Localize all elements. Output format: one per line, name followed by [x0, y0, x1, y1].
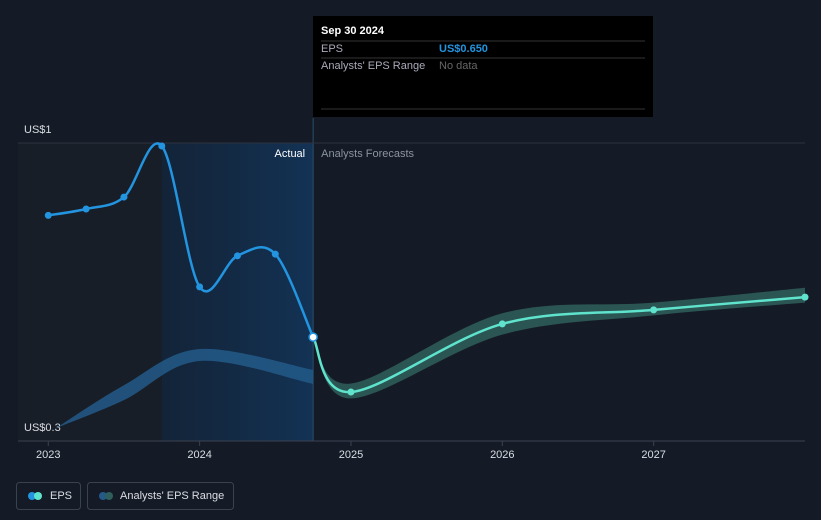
tooltip-value: No data [439, 60, 478, 72]
eps-point [44, 211, 52, 219]
past-region [18, 143, 162, 441]
eps-point [158, 142, 166, 150]
y-tick-label: US$0.3 [24, 422, 61, 434]
legend-item[interactable] [87, 482, 234, 510]
legend-label: EPS [50, 490, 72, 502]
tooltip [313, 16, 653, 117]
last-year-region [161, 143, 314, 441]
forecast-range [313, 287, 805, 399]
forecast-point [498, 320, 506, 328]
x-tick-label: 2027 [641, 449, 665, 461]
forecast-point [347, 388, 355, 396]
y-tick-label: US$1 [24, 124, 52, 136]
legend-icon [28, 492, 36, 500]
eps-point [120, 193, 128, 201]
eps-point [196, 283, 204, 291]
legend-icon [105, 492, 113, 500]
actual-label: Actual [275, 148, 306, 160]
x-tick-label: 2023 [36, 449, 60, 461]
forecast-point [650, 306, 658, 314]
forecast-label: Analysts Forecasts [321, 148, 414, 160]
legend-item[interactable] [16, 482, 81, 510]
x-tick-label: 2026 [490, 449, 514, 461]
eps-point [308, 332, 318, 342]
legend-icon [99, 492, 107, 500]
x-tick-label: 2025 [339, 449, 363, 461]
eps-point [82, 205, 90, 213]
tooltip-label: EPS [321, 43, 343, 55]
eps-point [233, 252, 241, 260]
tooltip-value: US$0.650 [439, 43, 488, 55]
legend-label: Analysts' EPS Range [120, 490, 224, 502]
eps-point [271, 250, 279, 258]
forecast-point [801, 293, 809, 301]
tooltip-date: Sep 30 2024 [321, 25, 385, 37]
legend-icon [34, 492, 42, 500]
x-tick-label: 2024 [187, 449, 211, 461]
tooltip-label: Analysts' EPS Range [321, 60, 425, 72]
